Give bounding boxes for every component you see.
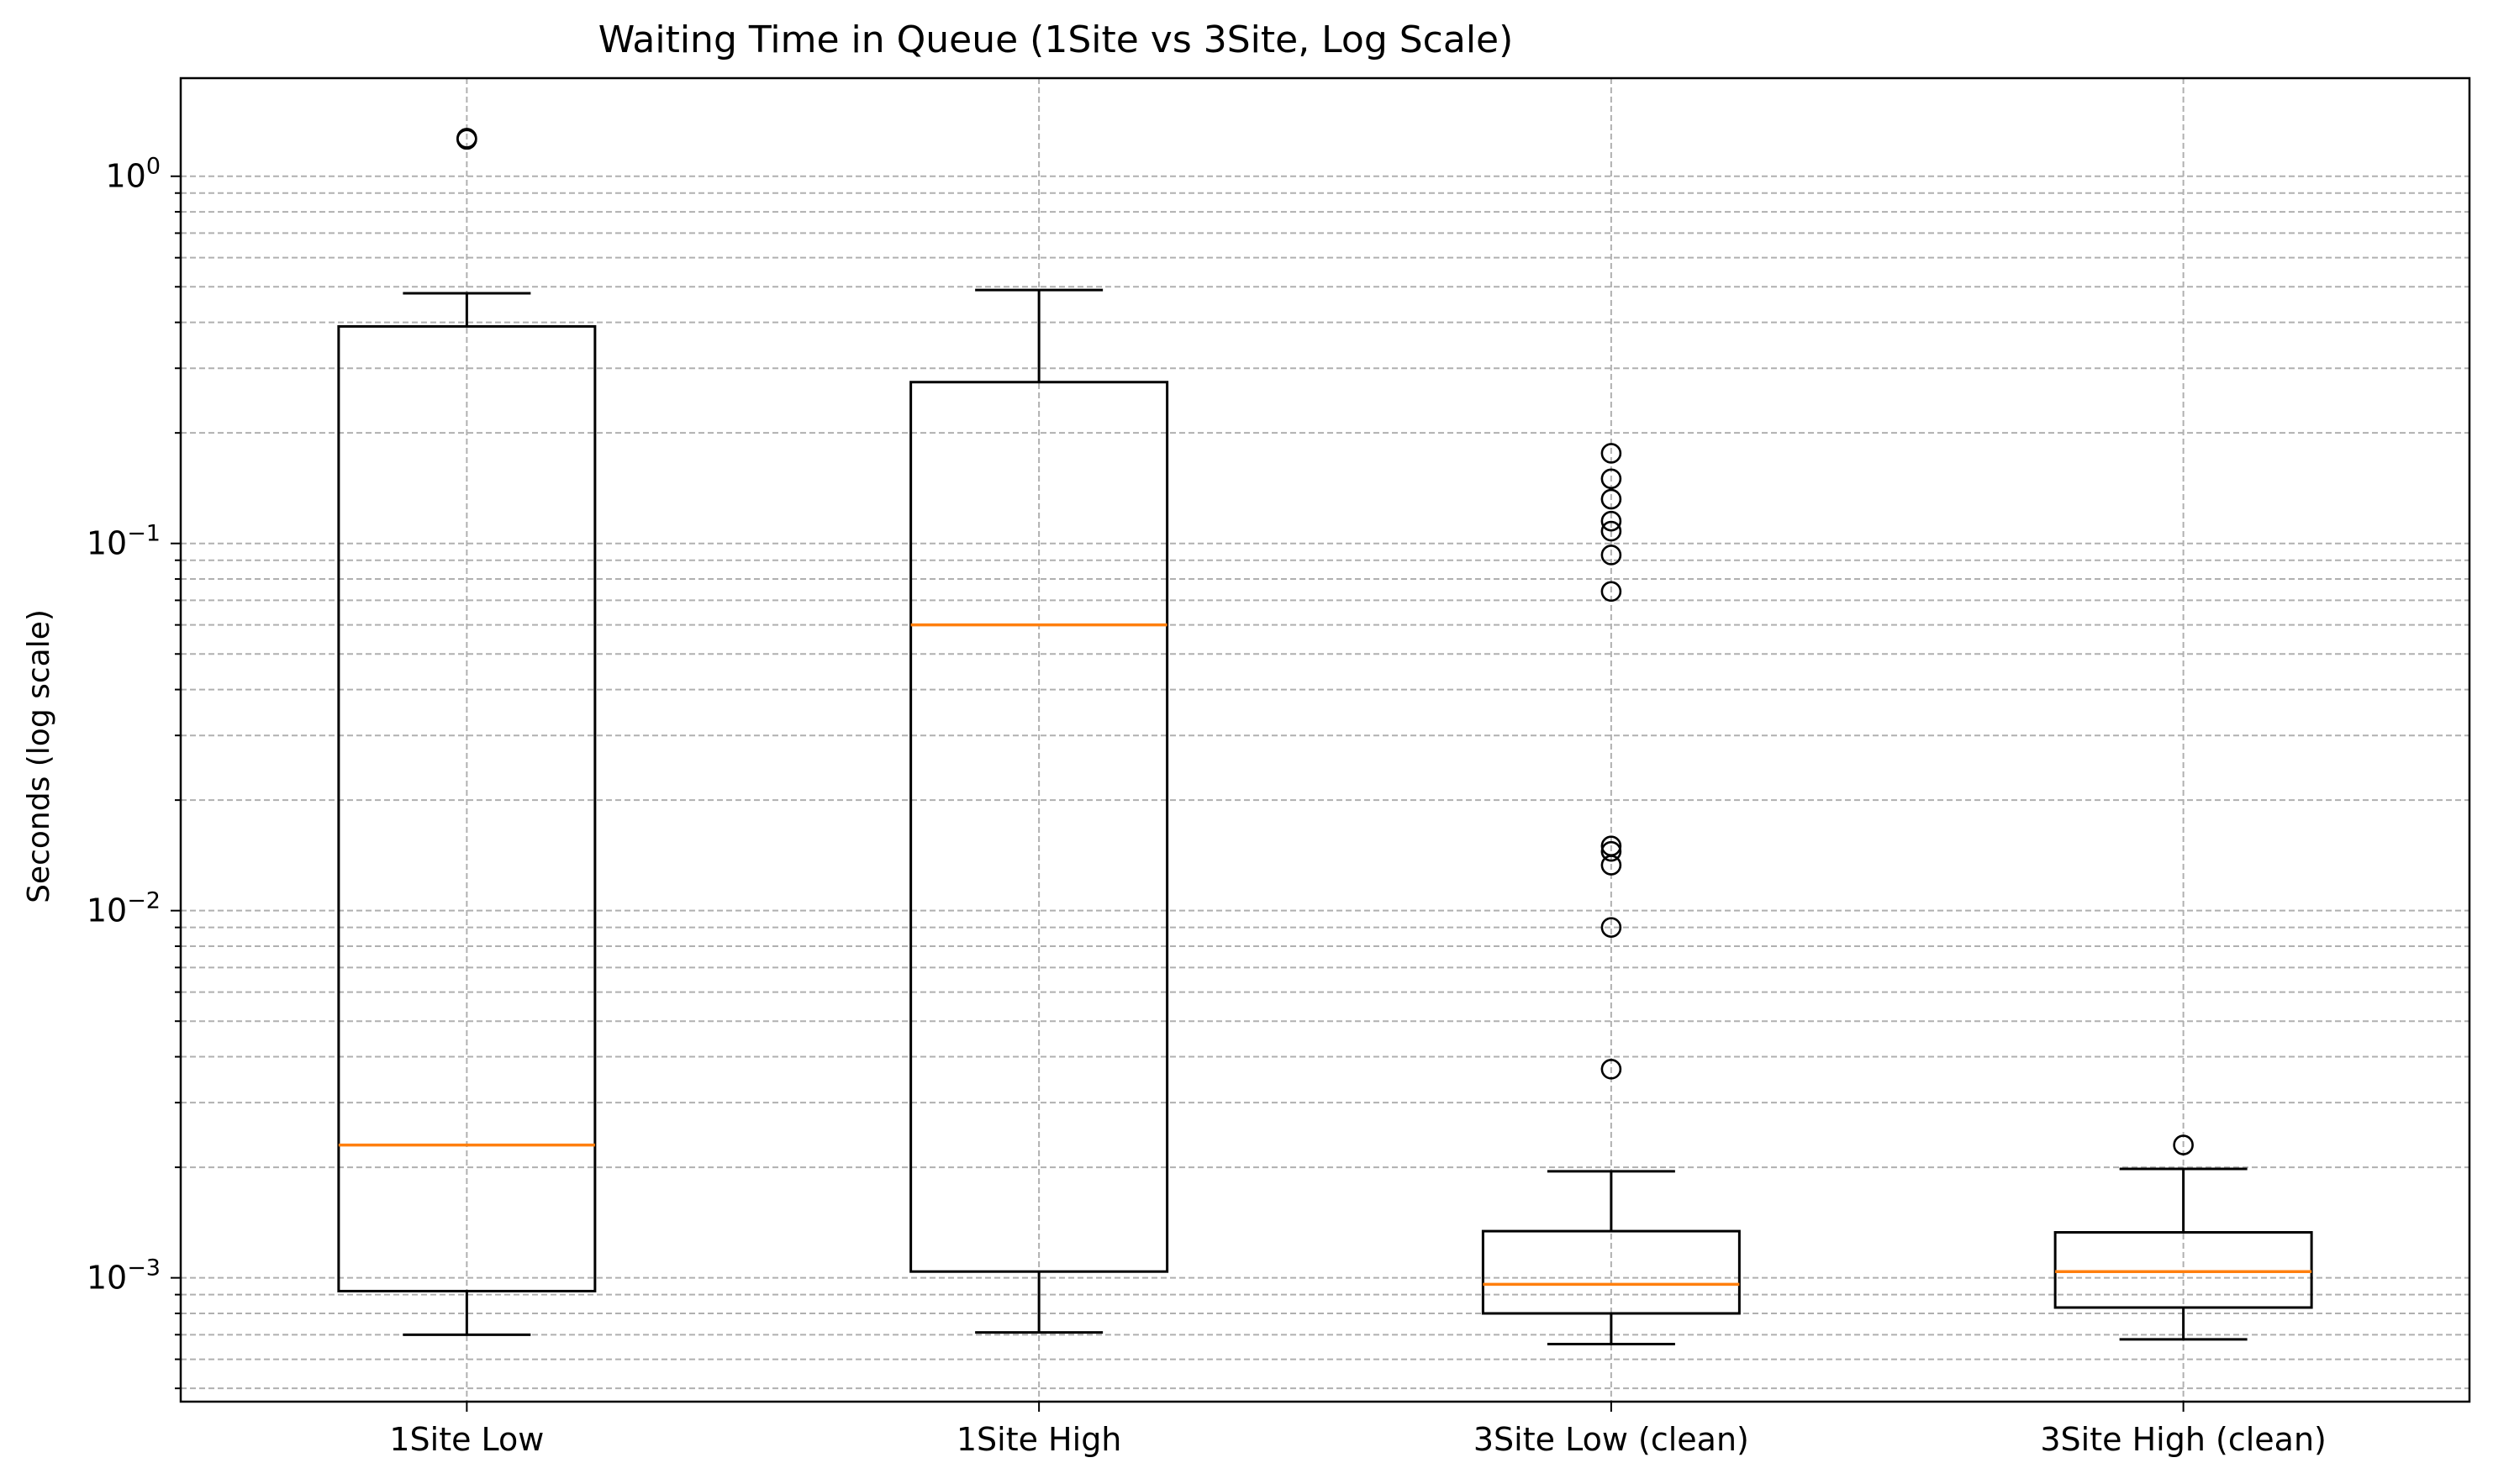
chart-title: Waiting Time in Queue (1Site vs 3Site, L… [598,18,1514,61]
y-tick-label: 10−3 [87,1255,161,1297]
outlier-point [1600,1059,1622,1080]
outlier-point [2173,1134,2194,1155]
outlier-point [1600,581,1622,603]
box-group-4 [2053,1134,2313,1341]
box-group-3 [1481,443,1741,1345]
y-tick-label: 10−2 [87,888,161,929]
x-tick-label: 3Site Low (clean) [1473,1421,1749,1458]
box-layer [337,128,2313,1345]
axis-layer: 100 10−1 10−2 10−3 1Site Low 1Site High 3Site … [87,154,2327,1458]
outlier-point [1600,840,1622,862]
box-group-1 [337,128,597,1336]
outlier-point [456,128,477,149]
y-tick-label: 10−1 [87,521,161,562]
plot-frame [179,76,2471,1403]
x-tick-label: 1Site Low [389,1421,544,1458]
y-tick-label: 100 [105,154,161,195]
outlier-point [1600,488,1622,510]
outlier-point [1600,917,1622,938]
box-group-2 [909,288,1169,1334]
outlier-point [1600,545,1622,566]
y-axis-label: Seconds (log scale) [22,609,56,903]
x-tick-label: 1Site High [957,1421,1122,1458]
outlier-point [1600,443,1622,464]
x-tick-label: 3Site High (clean) [2040,1421,2326,1458]
outlier-point [1600,520,1622,542]
outlier-point [1600,468,1622,490]
grid-layer [181,78,2469,1402]
outlier-point [1600,835,1622,857]
outlier-point [1600,510,1622,532]
